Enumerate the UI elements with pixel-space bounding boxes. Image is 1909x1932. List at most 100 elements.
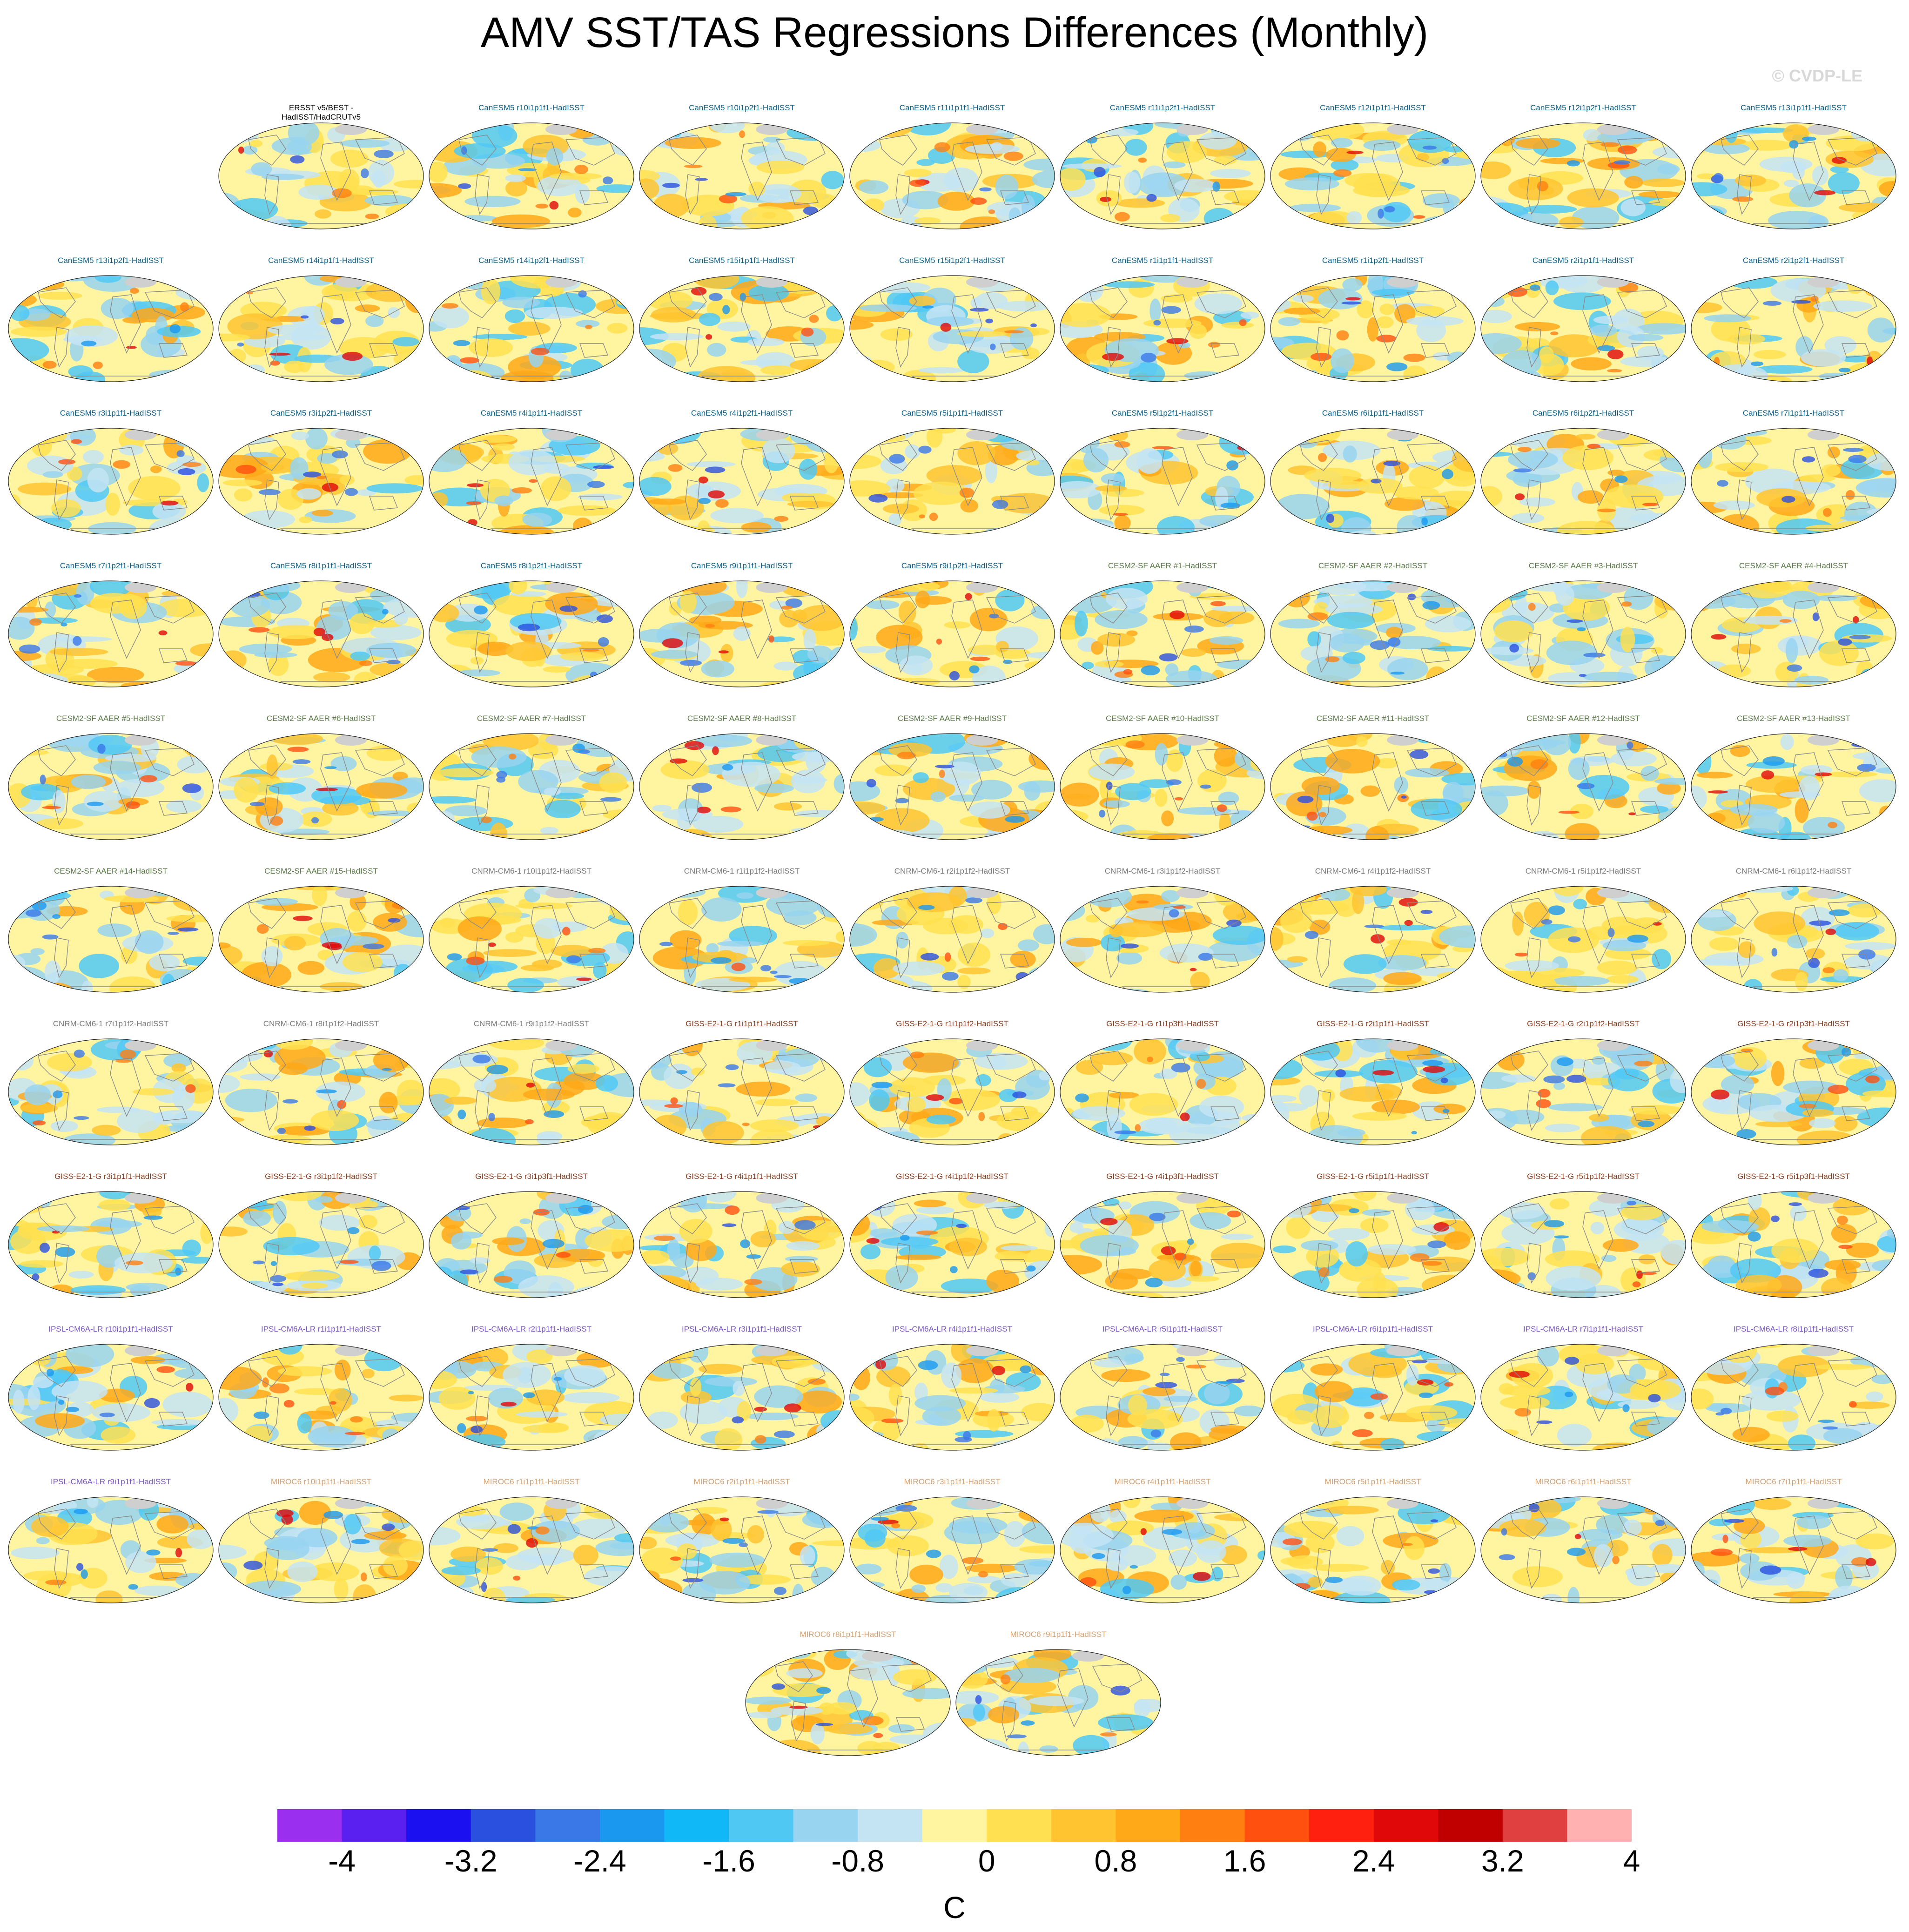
panel-label: CanESM5 r11i1p1f1-HadISST (899, 103, 1005, 112)
global-map (1691, 580, 1896, 687)
panel-label: CanESM5 r2i1p2f1-HadISST (1742, 256, 1845, 265)
map-panel: GISS-E2-1-G r4i1p1f2-HadISST (847, 1172, 1057, 1322)
map-panel: CNRM-CM6-1 r4i1p1f2-HadISST (1268, 867, 1478, 1016)
panel-label: CNRM-CM6-1 r3i1p1f2-HadISST (1104, 867, 1221, 875)
colorbar-swatch (406, 1809, 471, 1842)
map-panel: CanESM5 r8i1p1f1-HadISST (216, 561, 426, 711)
global-map (218, 580, 424, 687)
cvdp-le-watermark: © CVDP-LE (1772, 66, 1862, 85)
global-map (8, 1038, 214, 1145)
colorbar-swatch (922, 1809, 987, 1842)
panel-label: CanESM5 r10i1p2f1-HadISST (689, 103, 795, 112)
panel-label: CanESM5 r14i1p2f1-HadISST (478, 256, 585, 265)
global-map (849, 1191, 1055, 1298)
map-panel: CanESM5 r4i1p2f1-HadISST (637, 409, 847, 559)
colorbar-tick-label: 1.6 (1223, 1844, 1266, 1878)
map-panel: IPSL-CM6A-LR r2i1p1f1-HadISST (426, 1325, 637, 1474)
colorbar-swatch (342, 1809, 407, 1842)
panel-label: CESM2-SF AAER #8-HadISST (687, 714, 797, 723)
map-panel: CanESM5 r15i1p1f1-HadISST (637, 256, 847, 406)
panel-label: IPSL-CM6A-LR r1i1p1f1-HadISST (261, 1325, 381, 1333)
figure-title: AMV SST/TAS Regressions Differences (Mon… (480, 9, 1429, 56)
panel-label: CESM2-SF AAER #12-HadISST (1526, 714, 1640, 723)
panel-label: IPSL-CM6A-LR r9i1p1f1-HadISST (51, 1477, 171, 1486)
colorbar-swatch (599, 1809, 665, 1842)
panel-label: MIROC6 r8i1p1f1-HadISST (800, 1630, 896, 1639)
global-map (639, 1344, 845, 1451)
global-map (1691, 733, 1896, 840)
global-map (1270, 886, 1476, 993)
map-panel: CanESM5 r10i1p2f1-HadISST (637, 103, 847, 253)
panel-label: CESM2-SF AAER #4-HadISST (1739, 561, 1849, 570)
map-panel: CanESM5 r4i1p1f1-HadISST (426, 409, 637, 559)
map-panel: MIROC6 r1i1p1f1-HadISST (426, 1477, 637, 1627)
global-map (1270, 733, 1476, 840)
global-map (1060, 580, 1265, 687)
map-panel: IPSL-CM6A-LR r5i1p1f1-HadISST (1057, 1325, 1268, 1474)
map-panel: CNRM-CM6-1 r3i1p1f2-HadISST (1057, 867, 1268, 1016)
panel-label: IPSL-CM6A-LR r2i1p1f1-HadISST (471, 1325, 592, 1333)
map-panel: GISS-E2-1-G r5i1p1f2-HadISST (1478, 1172, 1688, 1322)
map-panel: IPSL-CM6A-LR r4i1p1f1-HadISST (847, 1325, 1057, 1474)
panel-label: MIROC6 r1i1p1f1-HadISST (483, 1477, 580, 1486)
panel-label: IPSL-CM6A-LR r6i1p1f1-HadISST (1313, 1325, 1433, 1333)
global-map (8, 886, 214, 993)
panel-label: CanESM5 r12i1p2f1-HadISST (1530, 103, 1636, 112)
panel-label: IPSL-CM6A-LR r8i1p1f1-HadISST (1734, 1325, 1854, 1333)
global-map (218, 428, 424, 535)
global-map (218, 275, 424, 382)
map-panel: MIROC6 r10i1p1f1-HadISST (216, 1477, 426, 1627)
global-map (1480, 1191, 1686, 1298)
map-panel: CESM2-SF AAER #11-HadISST (1268, 714, 1478, 864)
map-panel: GISS-E2-1-G r3i1p1f1-HadISST (6, 1172, 216, 1322)
panel-label: GISS-E2-1-G r5i1p3f1-HadISST (1737, 1172, 1850, 1181)
panel-label: CESM2-SF AAER #7-HadISST (477, 714, 586, 723)
panel-label: GISS-E2-1-G r3i1p1f1-HadISST (54, 1172, 167, 1181)
panel-label: IPSL-CM6A-LR r7i1p1f1-HadISST (1523, 1325, 1643, 1333)
map-panel: GISS-E2-1-G r4i1p1f1-HadISST (637, 1172, 847, 1322)
panel-label: GISS-E2-1-G r3i1p1f2-HadISST (265, 1172, 377, 1181)
panel-label: CanESM5 r4i1p1f1-HadISST (480, 409, 583, 417)
panel-grid: ERSST v5/BEST - HadISST/HadCRUTv5 CanESM5… (6, 103, 1899, 1756)
colorbar-swatch (1567, 1809, 1632, 1842)
panel-label: MIROC6 r6i1p1f1-HadISST (1535, 1477, 1632, 1486)
colorbar-tick-label: -1.6 (702, 1844, 755, 1878)
map-panel: MIROC6 r5i1p1f1-HadISST (1268, 1477, 1478, 1627)
map-panel: MIROC6 r3i1p1f1-HadISST (847, 1477, 1057, 1627)
map-panel: CanESM5 r7i1p2f1-HadISST (6, 561, 216, 711)
global-map (1270, 428, 1476, 535)
map-panel: CESM2-SF AAER #13-HadISST (1688, 714, 1899, 864)
map-panel: CESM2-SF AAER #15-HadISST (216, 867, 426, 1016)
panel-label: CanESM5 r12i1p1f1-HadISST (1320, 103, 1426, 112)
panel-label: CESM2-SF AAER #14-HadISST (54, 867, 168, 875)
map-panel: MIROC6 r4i1p1f1-HadISST (1057, 1477, 1268, 1627)
panel-label: MIROC6 r7i1p1f1-HadISST (1745, 1477, 1842, 1486)
map-panel: GISS-E2-1-G r2i1p3f1-HadISST (1688, 1019, 1899, 1169)
global-map (8, 275, 214, 382)
map-panel: CESM2-SF AAER #10-HadISST (1057, 714, 1268, 864)
panel-label: CanESM5 r13i1p2f1-HadISST (58, 256, 164, 265)
panel-label: IPSL-CM6A-LR r4i1p1f1-HadISST (892, 1325, 1012, 1333)
map-panel: CanESM5 r3i1p2f1-HadISST (216, 409, 426, 559)
panel-label: CanESM5 r7i1p1f1-HadISST (1742, 409, 1845, 417)
colorbar-tick-label: 2.4 (1352, 1844, 1395, 1878)
panel-label: GISS-E2-1-G r2i1p3f1-HadISST (1737, 1019, 1850, 1028)
global-map (429, 1344, 634, 1451)
panel-label: CESM2-SF AAER #11-HadISST (1316, 714, 1430, 723)
map-panel: GISS-E2-1-G r2i1p1f2-HadISST (1478, 1019, 1688, 1169)
panel-label: CanESM5 r9i1p2f1-HadISST (901, 561, 1003, 570)
global-map (1691, 1496, 1896, 1603)
global-map (1691, 886, 1896, 993)
map-panel: CNRM-CM6-1 r10i1p1f2-HadISST (426, 867, 637, 1016)
map-panel: CNRM-CM6-1 r2i1p1f2-HadISST (847, 867, 1057, 1016)
global-map (218, 122, 424, 229)
colorbar-swatch (1180, 1809, 1245, 1842)
panel-label: MIROC6 r9i1p1f1-HadISST (1010, 1630, 1107, 1639)
global-map (429, 1496, 634, 1603)
global-map (1270, 275, 1476, 382)
panel-label: CanESM5 r7i1p2f1-HadISST (60, 561, 162, 570)
global-map (849, 428, 1055, 535)
global-map (849, 580, 1055, 687)
global-map (849, 1344, 1055, 1451)
map-panel: IPSL-CM6A-LR r6i1p1f1-HadISST (1268, 1325, 1478, 1474)
